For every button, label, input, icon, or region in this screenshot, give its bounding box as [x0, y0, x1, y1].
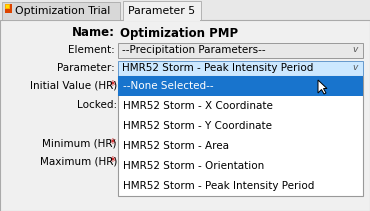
Text: --None Selected--: --None Selected-- [123, 81, 213, 91]
Text: --Precipitation Parameters--: --Precipitation Parameters-- [122, 45, 266, 55]
FancyBboxPatch shape [5, 4, 10, 9]
Text: Parameter 5: Parameter 5 [128, 6, 196, 16]
Text: HMR52 Storm - Peak Intensity Period: HMR52 Storm - Peak Intensity Period [122, 63, 313, 73]
Text: Initial Value (HR): Initial Value (HR) [30, 80, 117, 90]
FancyBboxPatch shape [118, 76, 363, 196]
Text: HMR52 Storm - Area: HMR52 Storm - Area [123, 141, 229, 151]
Polygon shape [318, 80, 327, 94]
Text: Optimization PMP: Optimization PMP [120, 27, 238, 39]
Text: v: v [352, 64, 358, 73]
Text: HMR52 Storm - Peak Intensity Period: HMR52 Storm - Peak Intensity Period [123, 181, 314, 191]
FancyBboxPatch shape [5, 4, 12, 13]
Text: Locked:: Locked: [77, 100, 117, 110]
Text: Maximum (HR): Maximum (HR) [40, 157, 117, 167]
FancyBboxPatch shape [2, 2, 120, 20]
FancyBboxPatch shape [124, 19, 200, 21]
Text: HMR52 Storm - X Coordinate: HMR52 Storm - X Coordinate [123, 101, 273, 111]
FancyBboxPatch shape [118, 43, 363, 58]
FancyBboxPatch shape [0, 0, 370, 20]
FancyBboxPatch shape [118, 76, 363, 96]
Text: v: v [352, 46, 358, 54]
Text: *: * [110, 78, 116, 92]
Text: Optimization Trial: Optimization Trial [15, 6, 110, 16]
Text: Element:: Element: [68, 45, 115, 55]
Text: Name:: Name: [72, 27, 115, 39]
FancyBboxPatch shape [123, 1, 201, 20]
Text: Parameter:: Parameter: [57, 63, 115, 73]
Text: Minimum (HR): Minimum (HR) [43, 138, 117, 148]
Text: HMR52 Storm - Orientation: HMR52 Storm - Orientation [123, 161, 264, 171]
Text: HMR52 Storm - Y Coordinate: HMR52 Storm - Y Coordinate [123, 121, 272, 131]
FancyBboxPatch shape [6, 5, 9, 8]
FancyBboxPatch shape [118, 61, 363, 76]
Text: *: * [110, 137, 116, 150]
Text: *: * [110, 156, 116, 169]
FancyBboxPatch shape [0, 20, 370, 211]
